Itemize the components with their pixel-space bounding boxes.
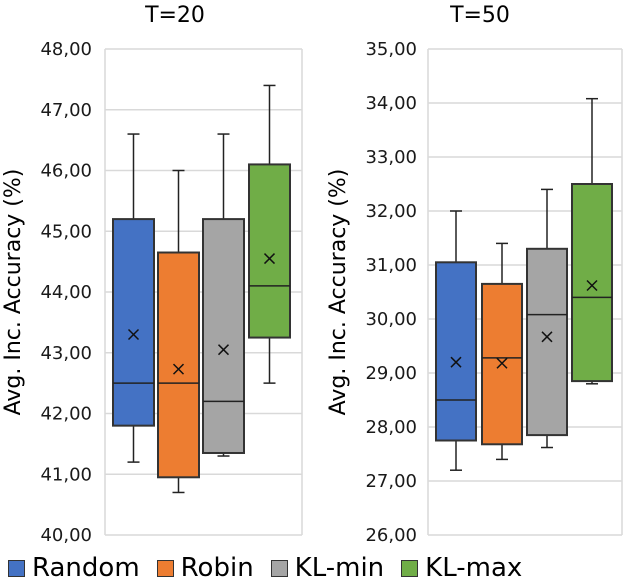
mean-marker (541, 331, 553, 343)
y-tick-label: 46,00 (40, 161, 92, 182)
mean-marker (496, 357, 508, 369)
box-robin (157, 169, 200, 494)
y-axis-label: Avg. Inc. Accuracy (%) (1, 169, 26, 416)
y-tick-label: 44,00 (40, 282, 92, 303)
box-iqr (112, 218, 155, 427)
legend-item-robin: Robin (156, 553, 254, 583)
legend-swatch-kl-max (401, 559, 419, 577)
chart-title: T=20 (144, 3, 205, 28)
mean-marker (127, 328, 140, 341)
mean-marker-stroke (586, 279, 598, 292)
y-tick-label: 45,00 (40, 221, 92, 242)
box-kl-max (248, 84, 291, 384)
mean-marker (263, 253, 276, 265)
legend-swatch-random (8, 559, 25, 577)
y-tick-label: 48,00 (40, 39, 92, 60)
legend-item-kl-max: KL-max (401, 553, 522, 583)
subplot-0: 40,00 41,00 42,00 43,00 44,00 45,00 46,00 47,00… (1, 3, 303, 546)
box-iqr (526, 247, 568, 437)
chart-title: T=50 (449, 3, 510, 28)
y-tick-label: 33,00 (365, 147, 417, 168)
legend-swatch-kl-min (270, 559, 288, 577)
y-tick-label: 41,00 (40, 464, 92, 485)
mean-marker (450, 356, 462, 368)
mean-marker-stroke (127, 328, 140, 341)
y-tick-label: 26,00 (365, 525, 417, 546)
box-kl-max (571, 97, 613, 385)
legend: Random Robin KL-min KL-max (8, 553, 539, 583)
mean-marker-stroke (496, 357, 508, 369)
box-iqr (248, 163, 291, 339)
y-axis-label: Avg. Inc. Accuracy (%) (326, 169, 351, 416)
mean-marker (586, 279, 598, 292)
y-tick-label: 30,00 (365, 309, 417, 330)
mean-marker-stroke (172, 363, 185, 375)
legend-label: KL-max (425, 553, 523, 583)
legend-label: Random (32, 553, 140, 583)
box-kl-min (202, 133, 245, 457)
y-tick-label: 28,00 (365, 417, 417, 438)
mean-marker-stroke (217, 344, 230, 356)
box-robin (481, 242, 523, 461)
mean-marker (217, 344, 230, 356)
box-iqr (202, 218, 245, 454)
legend-item-random: Random (8, 553, 140, 583)
y-tick-label: 35,00 (365, 39, 417, 60)
box-random (112, 133, 155, 463)
y-tick-label: 34,00 (365, 93, 417, 114)
y-tick-label: 27,00 (365, 471, 417, 492)
y-tick-label: 40,00 (40, 525, 92, 546)
y-tick-label: 43,00 (40, 343, 92, 364)
y-tick-label: 47,00 (40, 100, 92, 121)
box-iqr (157, 251, 200, 479)
box-iqr (435, 261, 477, 442)
y-tick-label: 42,00 (40, 404, 92, 425)
legend-label: KL-min (294, 553, 385, 583)
y-tick-label: 31,00 (365, 255, 417, 276)
mean-marker (172, 363, 185, 375)
box-random (435, 210, 477, 471)
box-kl-min (526, 188, 568, 449)
legend-label: Robin (180, 553, 254, 583)
legend-item-kl-min: KL-min (270, 553, 385, 583)
y-tick-label: 32,00 (365, 201, 417, 222)
y-tick-label: 29,00 (365, 363, 417, 384)
subplot-1: 26,00 27,00 28,00 29,00 30,00 31,00 32,00 33,00… (326, 3, 623, 546)
legend-swatch-robin (156, 559, 174, 577)
mean-marker-stroke (541, 331, 553, 343)
mean-marker-stroke (450, 356, 462, 368)
box-iqr (571, 183, 613, 383)
mean-marker-stroke (263, 253, 276, 265)
